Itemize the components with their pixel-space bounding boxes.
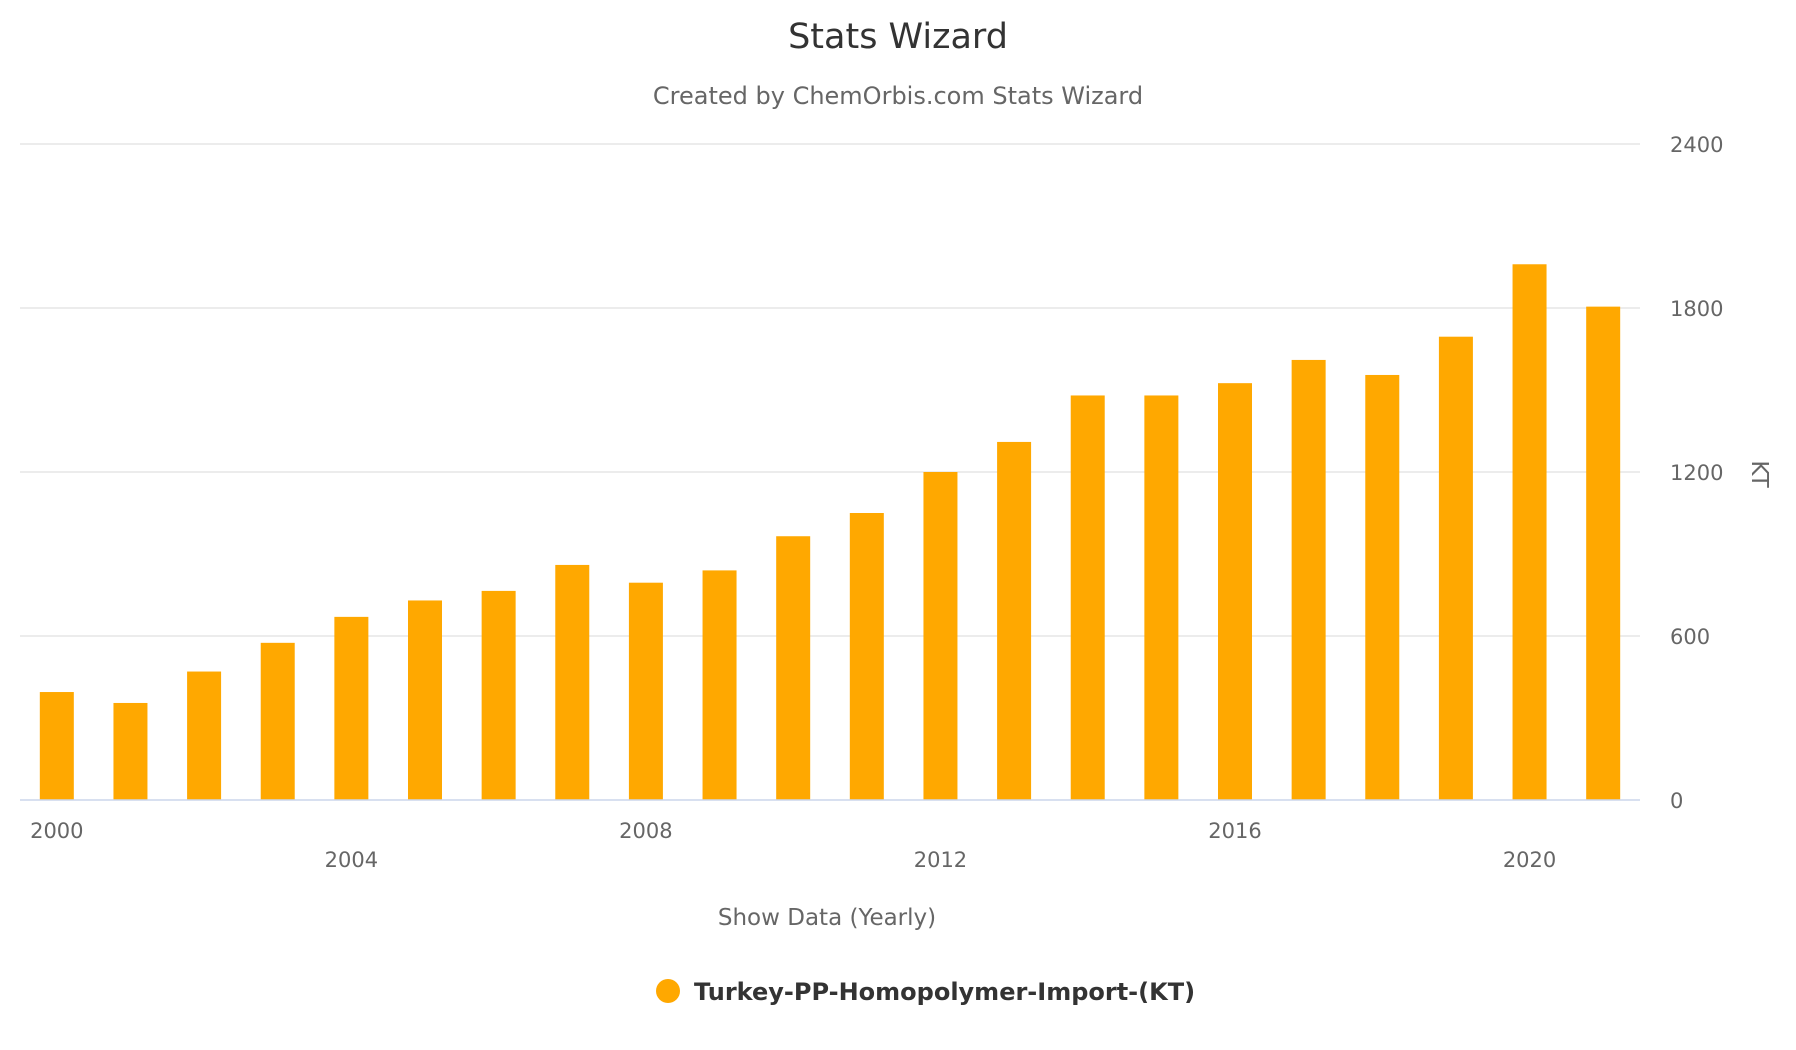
y-axis-title: KT bbox=[1746, 460, 1772, 488]
x-tick-label: 2008 bbox=[619, 819, 672, 843]
y-tick-label: 2400 bbox=[1670, 133, 1723, 157]
bar[interactable] bbox=[1512, 264, 1547, 800]
bar[interactable] bbox=[776, 536, 811, 800]
bar[interactable] bbox=[1218, 383, 1252, 800]
bar[interactable] bbox=[997, 441, 1032, 800]
bar[interactable] bbox=[1291, 359, 1326, 800]
bar[interactable] bbox=[481, 590, 516, 800]
bar[interactable] bbox=[1144, 395, 1179, 800]
legend[interactable]: Turkey-PP-Homopolymer-Import-(KT) bbox=[656, 978, 1195, 1006]
y-tick-label: 1800 bbox=[1670, 297, 1723, 321]
x-axis-title: Show Data (Yearly) bbox=[718, 905, 936, 931]
x-tick-label: 2004 bbox=[325, 848, 378, 872]
y-axis-ticks: 0 600 1200 1800 2400 bbox=[1670, 133, 1723, 813]
bar[interactable] bbox=[187, 671, 222, 800]
bar[interactable] bbox=[1438, 336, 1473, 800]
bar[interactable] bbox=[260, 642, 295, 800]
bar[interactable] bbox=[334, 616, 369, 800]
x-tick-label: 2020 bbox=[1503, 848, 1556, 872]
bar[interactable] bbox=[628, 582, 663, 800]
bar[interactable] bbox=[1586, 306, 1621, 800]
bar[interactable] bbox=[408, 600, 442, 800]
bar[interactable] bbox=[555, 564, 590, 800]
bar-series[interactable] bbox=[39, 264, 1621, 800]
x-tick-label: 2012 bbox=[914, 848, 967, 872]
x-tick-label: 2000 bbox=[30, 819, 83, 843]
y-tick-label: 600 bbox=[1670, 625, 1710, 649]
bar[interactable] bbox=[923, 472, 958, 800]
chart-subtitle: Created by ChemOrbis.com Stats Wizard bbox=[653, 82, 1143, 110]
x-tick-label: 2016 bbox=[1208, 819, 1261, 843]
y-tick-label: 1200 bbox=[1670, 461, 1723, 485]
legend-marker-icon bbox=[656, 979, 680, 1003]
bar[interactable] bbox=[702, 570, 737, 800]
bar[interactable] bbox=[1070, 395, 1105, 800]
bar[interactable] bbox=[849, 513, 884, 800]
bar[interactable] bbox=[113, 702, 148, 800]
y-tick-label: 0 bbox=[1670, 789, 1683, 813]
chart-title: Stats Wizard bbox=[788, 17, 1008, 57]
x-axis-ticks: 2000 2004 2008 2012 2016 2020 bbox=[30, 819, 1556, 872]
bar[interactable] bbox=[39, 692, 74, 800]
bar[interactable] bbox=[1365, 374, 1400, 800]
legend-label[interactable]: Turkey-PP-Homopolymer-Import-(KT) bbox=[694, 978, 1195, 1006]
